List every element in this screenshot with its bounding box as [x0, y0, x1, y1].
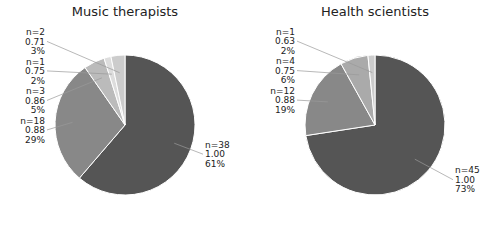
data-label-line: 0.63: [275, 36, 295, 46]
data-label-line: 0.88: [275, 95, 295, 105]
data-label-line: 0.75: [25, 66, 45, 76]
pie-slice: [306, 55, 445, 195]
data-label-line: 6%: [281, 75, 296, 85]
data-label-line: 2%: [281, 46, 296, 56]
leader-line: [47, 122, 73, 130]
data-label-line: 1.00: [205, 149, 225, 159]
data-label: n=451.0073%: [455, 165, 480, 194]
data-label-line: n=1: [276, 27, 295, 37]
data-label-line: n=2: [26, 27, 45, 37]
title: Health scientists: [321, 4, 429, 19]
data-label: n=381.0061%: [205, 140, 230, 169]
data-label-line: 61%: [205, 159, 225, 169]
data-label-line: 0.86: [25, 96, 45, 106]
leader-line: [47, 78, 102, 101]
data-label-line: n=1: [26, 57, 45, 67]
data-label: n=120.8819%: [270, 86, 295, 115]
data-label-line: 0.71: [25, 37, 45, 47]
leader-line: [47, 41, 120, 72]
data-label: n=10.632%: [275, 27, 295, 56]
data-label-line: n=38: [205, 140, 230, 150]
data-label: n=20.713%: [25, 27, 45, 56]
leader-line: [297, 100, 328, 102]
data-label-line: n=45: [455, 165, 480, 175]
data-label-line: 0.75: [275, 66, 295, 76]
leader-line: [297, 71, 359, 75]
leader-line: [47, 71, 112, 74]
pie-slice: [111, 55, 125, 125]
chart: Music therapistsn=381.0061%n=180.8829%n=…: [0, 0, 500, 225]
leader-line: [297, 41, 372, 72]
data-label-line: n=12: [270, 86, 295, 96]
data-label: n=180.8829%: [20, 116, 45, 145]
data-label: n=40.756%: [275, 56, 295, 85]
data-label-line: 73%: [455, 184, 475, 194]
data-label-line: 3%: [31, 46, 46, 56]
data-label: n=10.752%: [25, 57, 45, 86]
data-label-line: 1.00: [455, 175, 475, 185]
data-label-line: 2%: [31, 76, 46, 86]
pie-chart: Music therapistsn=381.0061%n=180.8829%n=…: [20, 4, 230, 195]
pie-slice: [341, 55, 375, 125]
data-label-line: n=18: [20, 116, 45, 126]
data-label-line: 19%: [275, 105, 295, 115]
leader-line: [415, 159, 453, 180]
data-label-line: 0.88: [25, 125, 45, 135]
data-label-line: 5%: [31, 105, 46, 115]
data-label-line: n=3: [26, 86, 45, 96]
leader-line: [174, 143, 203, 154]
pie-chart: Health scientistsn=451.0073%n=120.8819%n…: [270, 4, 479, 195]
data-label: n=30.865%: [25, 86, 45, 115]
data-label-line: n=4: [276, 56, 295, 66]
pie-slice: [368, 55, 375, 125]
title: Music therapists: [72, 4, 178, 19]
data-label-line: 29%: [25, 135, 45, 145]
